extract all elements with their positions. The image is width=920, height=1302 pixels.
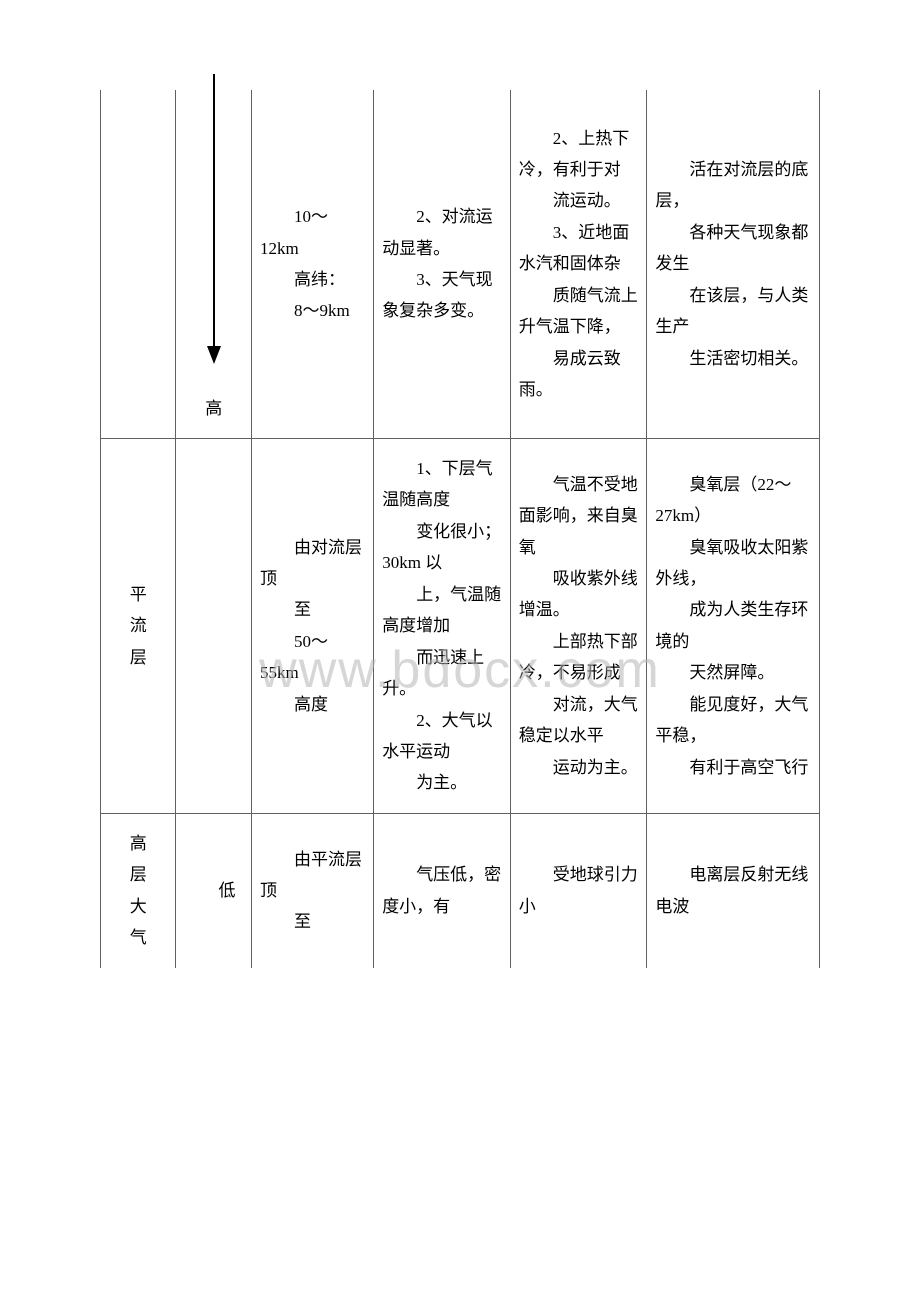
text: 电离层反射无线电波 <box>655 859 811 922</box>
text: 吸收紫外线增温。 <box>519 563 639 626</box>
text: 高纬： <box>260 264 365 295</box>
text: 1、下层气温随高度 <box>382 453 502 516</box>
text: 臭氧层（22～27km） <box>655 469 811 532</box>
text: 低 <box>184 875 242 906</box>
cell-layer-name: 高 层 大 气 <box>101 813 176 967</box>
cell-characteristics: 气压低，密度小，有 <box>374 813 511 967</box>
text: 50～55km <box>260 626 365 689</box>
text: 平 <box>109 579 167 610</box>
text: 高度 <box>260 689 365 720</box>
text: 由对流层顶 <box>260 532 365 595</box>
text: 对流，大气稳定以水平 <box>519 689 639 752</box>
text: 臭氧吸收太阳紫外线， <box>655 532 811 595</box>
text: 3、近地面水汽和固体杂 <box>519 217 639 280</box>
text: 成为人类生存环境的 <box>655 594 811 657</box>
down-arrow-icon <box>204 74 224 364</box>
text: 10～12km <box>260 201 365 264</box>
text: 能见度好，大气平稳， <box>655 689 811 752</box>
text: 由平流层顶 <box>260 844 365 907</box>
text: 2、上热下冷，有利于对 <box>519 123 639 186</box>
cell-relation: 臭氧层（22～27km） 臭氧吸收太阳紫外线， 成为人类生存环境的 天然屏障。 … <box>647 439 820 814</box>
text: 而迅速上升。 <box>382 642 502 705</box>
cell-altitude: 由平流层顶 至 <box>251 813 373 967</box>
arrow-label: 高 <box>205 393 222 424</box>
text: 在该层，与人类生产 <box>655 280 811 343</box>
text: 有利于高空飞行 <box>655 752 811 783</box>
cell-altitude: 由对流层顶 至 50～55km 高度 <box>251 439 373 814</box>
cell-reasons: 2、上热下冷，有利于对 流运动。 3、近地面水汽和固体杂 质随气流上升气温下降，… <box>510 90 647 439</box>
cell-arrow <box>176 439 251 814</box>
cell-altitude: 10～12km 高纬： 8～9km <box>251 90 373 439</box>
table-row: 高 层 大 气 低 由平流层顶 至 气压低，密度小，有 受地球引力小 电离层反射… <box>101 813 820 967</box>
text: 为主。 <box>382 767 502 798</box>
cell-characteristics: 2、对流运动显著。 3、天气现象复杂多变。 <box>374 90 511 439</box>
text: 层 <box>109 642 167 673</box>
text: 上，气温随高度增加 <box>382 579 502 642</box>
text: 气 <box>109 922 167 953</box>
cell-reasons: 气温不受地面影响，来自臭氧 吸收紫外线增温。 上部热下部冷，不易形成 对流，大气… <box>510 439 647 814</box>
atmosphere-layers-table: 高 10～12km 高纬： 8～9km 2、对流运动显著。 3、天气现象复杂多变… <box>100 90 820 968</box>
text: 运动为主。 <box>519 752 639 783</box>
table-row: 平 流 层 由对流层顶 至 50～55km 高度 1、下层气温随高度 变化很小；… <box>101 439 820 814</box>
text: 层 <box>109 859 167 890</box>
text: 易成云致雨。 <box>519 343 639 406</box>
text: 变化很小；30km 以 <box>382 516 502 579</box>
text: 至 <box>260 594 365 625</box>
text: 生活密切相关。 <box>655 343 811 374</box>
text: 至 <box>260 906 365 937</box>
text: 2、大气以水平运动 <box>382 705 502 768</box>
text: 3、天气现象复杂多变。 <box>382 264 502 327</box>
text: 气温不受地面影响，来自臭氧 <box>519 469 639 563</box>
cell-arrow: 高 <box>176 90 251 439</box>
cell-characteristics: 1、下层气温随高度 变化很小；30km 以 上，气温随高度增加 而迅速上升。 2… <box>374 439 511 814</box>
text: 8～9km <box>260 295 365 326</box>
text: 流运动。 <box>519 185 639 216</box>
text: 上部热下部冷，不易形成 <box>519 626 639 689</box>
text: 各种天气现象都发生 <box>655 217 811 280</box>
text: 2、对流运动显著。 <box>382 201 502 264</box>
text: 质随气流上升气温下降， <box>519 280 639 343</box>
cell-layer-name: 平 流 层 <box>101 439 176 814</box>
text: 天然屏障。 <box>655 657 811 688</box>
text: 流 <box>109 610 167 641</box>
text: 大 <box>109 891 167 922</box>
cell-reasons: 受地球引力小 <box>510 813 647 967</box>
text: 活在对流层的底层， <box>655 154 811 217</box>
cell-arrow: 低 <box>176 813 251 967</box>
text: 受地球引力小 <box>519 859 639 922</box>
text: 高 <box>109 828 167 859</box>
cell-relation: 电离层反射无线电波 <box>647 813 820 967</box>
cell-relation: 活在对流层的底层， 各种天气现象都发生 在该层，与人类生产 生活密切相关。 <box>647 90 820 439</box>
table-row: 高 10～12km 高纬： 8～9km 2、对流运动显著。 3、天气现象复杂多变… <box>101 90 820 439</box>
cell-layer-name <box>101 90 176 439</box>
text: 气压低，密度小，有 <box>382 859 502 922</box>
